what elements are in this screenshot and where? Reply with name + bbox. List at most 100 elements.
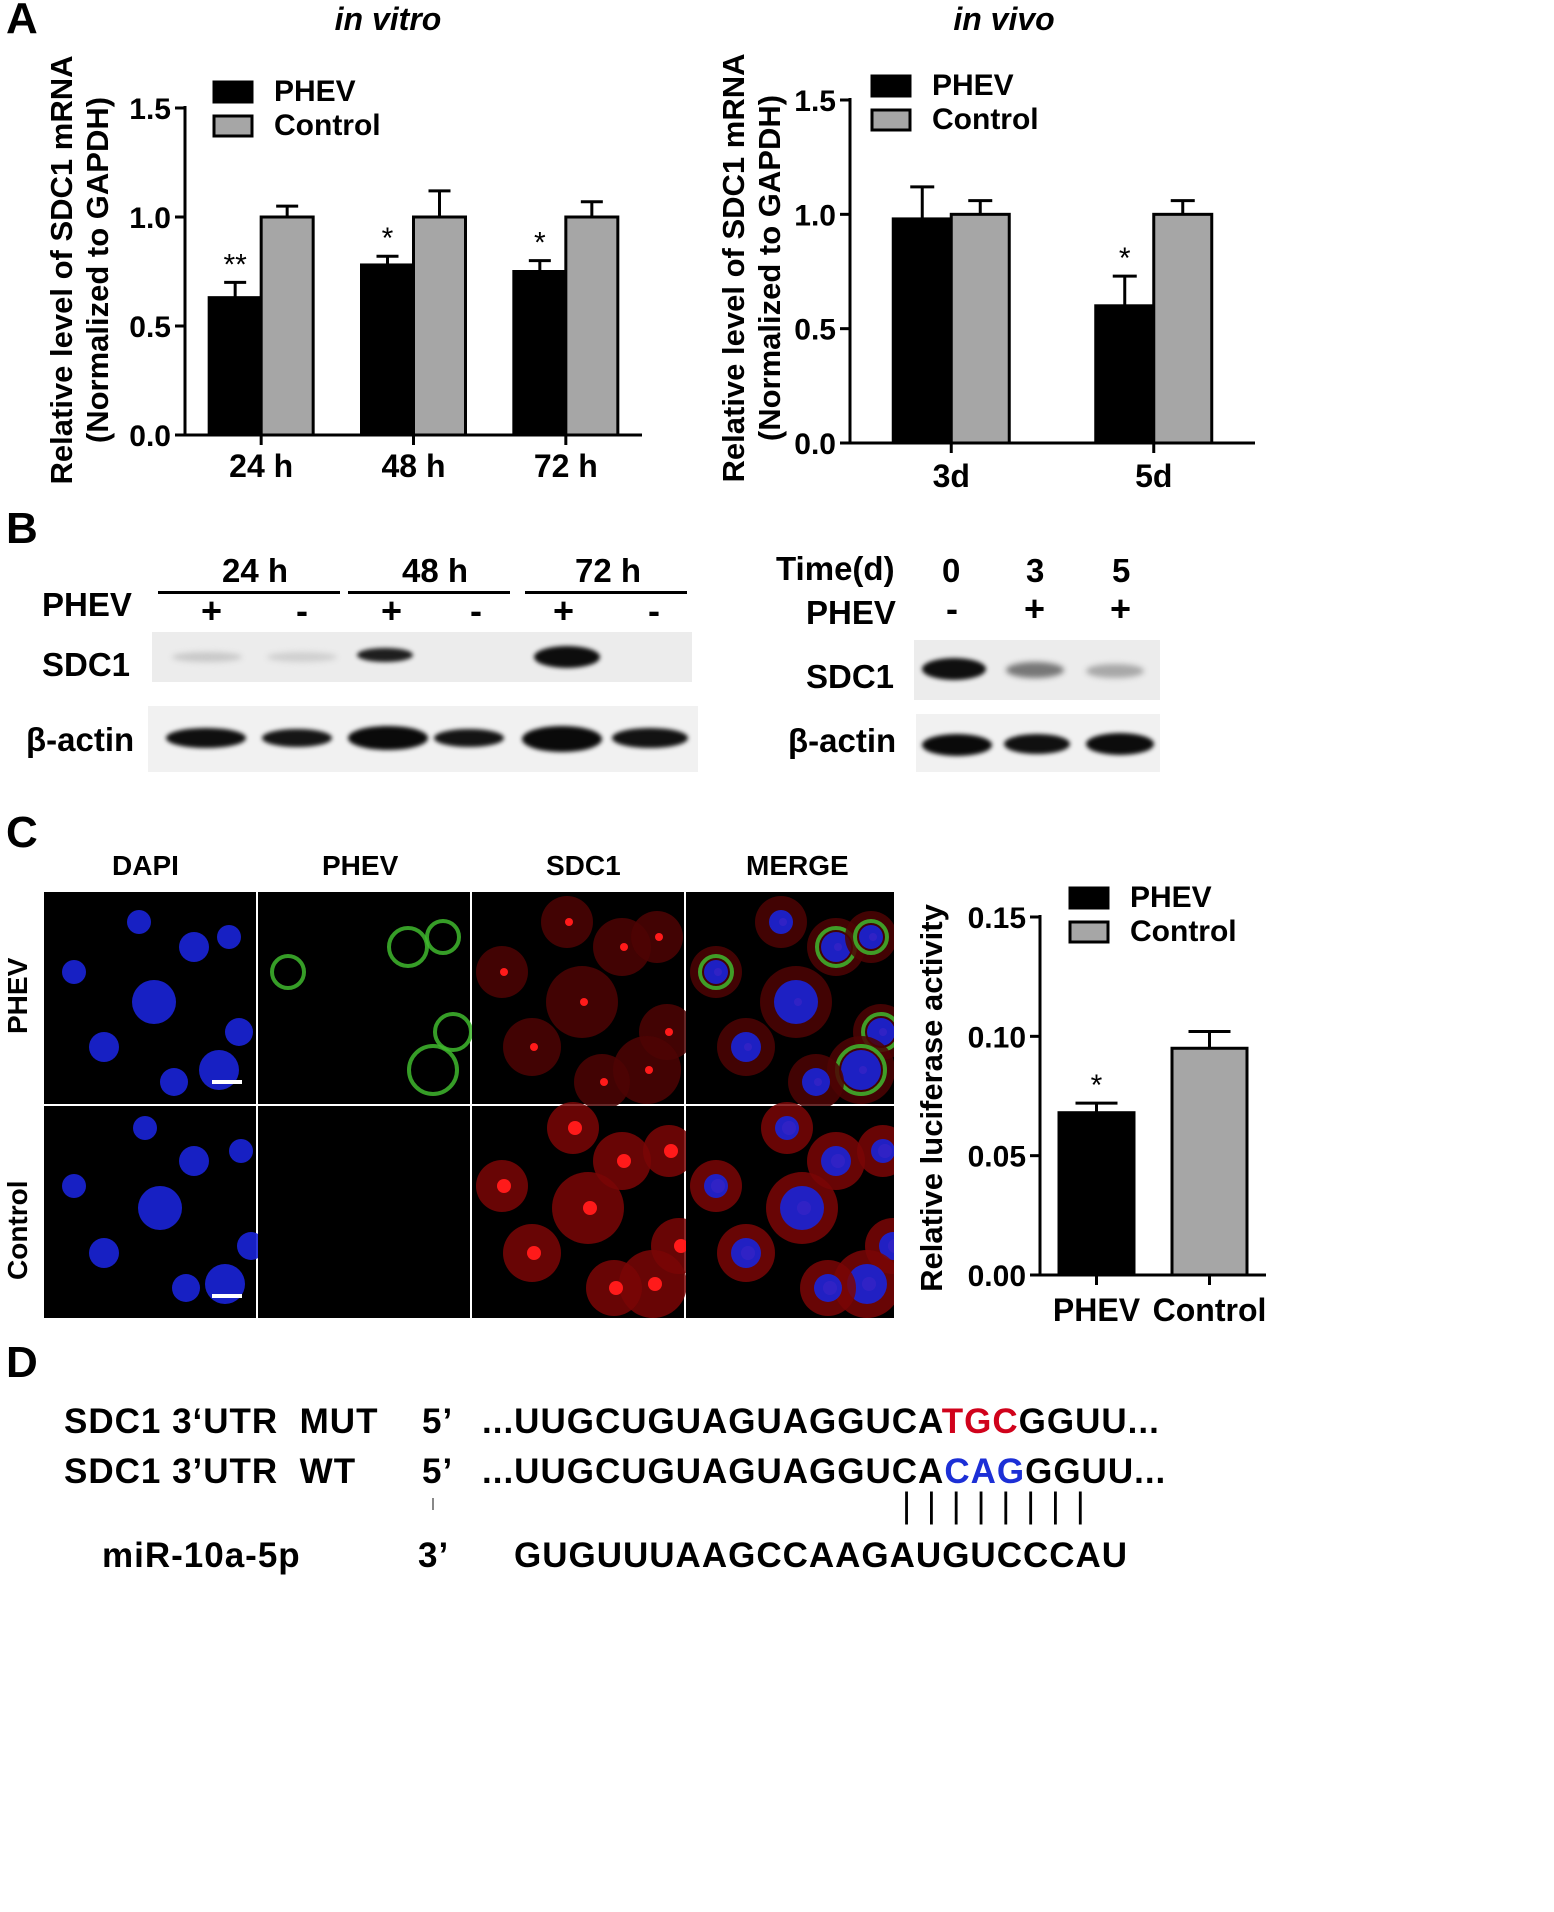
legend-label: Control bbox=[274, 109, 381, 142]
sdc1-signal bbox=[568, 1121, 582, 1135]
significance-label: * bbox=[534, 227, 546, 260]
y-tick-label: 0.05 bbox=[968, 1141, 1026, 1174]
sdc1-signal bbox=[674, 1239, 688, 1253]
x-tick-label: 3d bbox=[933, 458, 970, 494]
bar bbox=[412, 215, 467, 437]
sdc1-signal bbox=[645, 1066, 653, 1074]
y-axis-label: Relative level of SDC1 mRNA bbox=[44, 56, 79, 485]
bar bbox=[207, 296, 263, 437]
nucleus bbox=[160, 1068, 188, 1096]
blot-sign: - bbox=[296, 590, 308, 631]
blot-time-48h: 48 h bbox=[402, 552, 469, 589]
y-tick-label: 0.5 bbox=[129, 311, 171, 344]
sdc1-signal bbox=[530, 1043, 538, 1051]
legend-swatch bbox=[1068, 920, 1110, 944]
seq-pairing: | | | | | | | | bbox=[902, 1486, 1088, 1525]
nucleus bbox=[179, 932, 209, 962]
sdc1-signal bbox=[617, 1154, 631, 1168]
nucleus bbox=[229, 1139, 253, 1163]
legend-label: Control bbox=[932, 103, 1039, 136]
microscopy-images bbox=[44, 892, 894, 1318]
legend-swatch bbox=[870, 108, 912, 132]
phev-signal bbox=[698, 954, 734, 990]
y-tick-label: 0.0 bbox=[794, 428, 836, 461]
blot-day-5: 5 bbox=[1112, 552, 1131, 589]
bar bbox=[1152, 212, 1214, 445]
y-axis-label: (Normalized to GAPDH) bbox=[80, 97, 115, 443]
nucleus bbox=[133, 1116, 157, 1140]
sdc1-signal bbox=[664, 1144, 678, 1158]
blot-band-label-actin: β-actin bbox=[788, 722, 897, 759]
panel-label-d: D bbox=[6, 1338, 38, 1387]
chart-title: in vitro bbox=[335, 1, 442, 37]
chart-title: in vivo bbox=[953, 1, 1054, 37]
blot-sign: + bbox=[201, 590, 223, 631]
nucleus bbox=[775, 1116, 799, 1140]
nucleus bbox=[138, 1186, 182, 1230]
phev-signal bbox=[387, 926, 429, 968]
sdc1-blot-strip bbox=[152, 632, 692, 682]
blot-divider bbox=[525, 591, 687, 594]
y-tick-label: 0.00 bbox=[968, 1260, 1026, 1293]
blot-day-3: 3 bbox=[1026, 552, 1045, 589]
y-tick-label: 0.0 bbox=[129, 420, 171, 453]
micro-col-sdc1: SDC1 bbox=[546, 850, 621, 881]
nucleus bbox=[89, 1032, 119, 1062]
blot-divider bbox=[158, 591, 340, 594]
seq-mirna: GUGUUUAAGCCAAGAUGUCCCAU bbox=[514, 1536, 1129, 1575]
blot-sign: - bbox=[946, 588, 958, 629]
nucleus bbox=[879, 1232, 894, 1260]
phev-signal bbox=[270, 954, 306, 990]
nucleus bbox=[172, 1274, 200, 1302]
sdc1-signal bbox=[500, 968, 508, 976]
blot-row-label-phev: PHEV bbox=[806, 594, 896, 631]
bar bbox=[891, 217, 953, 445]
blot-row-label-phev: PHEV bbox=[42, 586, 132, 623]
nucleus bbox=[731, 1238, 761, 1268]
seq-wt: ...UUGCUGUAGUAGGUCACAGGGUU... bbox=[482, 1452, 1167, 1491]
sdc1-signal bbox=[600, 1078, 608, 1086]
sdc1-signal bbox=[620, 943, 628, 951]
sdc1-signal bbox=[565, 918, 573, 926]
nucleus bbox=[704, 960, 728, 984]
y-tick-label: 0.10 bbox=[968, 1021, 1026, 1054]
y-axis-label: Relative luciferase activity bbox=[914, 903, 949, 1291]
bar bbox=[360, 263, 415, 437]
bar bbox=[259, 215, 315, 437]
nucleus bbox=[769, 910, 793, 934]
x-tick-label: 72 h bbox=[534, 448, 598, 484]
blot-sign: + bbox=[553, 590, 575, 631]
blot-sign: + bbox=[1110, 588, 1132, 629]
sdc1-signal bbox=[497, 1179, 511, 1193]
phev-signal bbox=[425, 919, 461, 955]
significance-label: * bbox=[1119, 242, 1131, 275]
x-tick-label: 24 h bbox=[229, 448, 293, 484]
blot-divider bbox=[348, 591, 510, 594]
sdc1-signal bbox=[648, 1277, 662, 1291]
nucleus bbox=[217, 925, 241, 949]
y-tick-label: 1.0 bbox=[129, 202, 171, 235]
legend-label: PHEV bbox=[1130, 881, 1212, 914]
nucleus bbox=[841, 1050, 881, 1090]
blot-band-label-sdc1: SDC1 bbox=[42, 646, 131, 683]
nucleus bbox=[774, 980, 818, 1024]
panel-label-b: B bbox=[6, 504, 38, 553]
x-tick-label: Control bbox=[1153, 1292, 1267, 1328]
nucleus bbox=[859, 925, 883, 949]
micrograph-phev-phev bbox=[258, 892, 470, 1104]
bar bbox=[949, 212, 1011, 445]
nucleus bbox=[62, 1174, 86, 1198]
nucleus bbox=[62, 960, 86, 984]
nucleus bbox=[225, 1018, 253, 1046]
scale-bar bbox=[212, 1080, 242, 1084]
nucleus bbox=[821, 1146, 851, 1176]
seq-mut: ...UUGCUGUAGUAGGUCATGCGGUU... bbox=[482, 1402, 1160, 1441]
blot-time-72h: 72 h bbox=[575, 552, 642, 589]
phev-signal bbox=[407, 1044, 459, 1096]
nucleus bbox=[871, 1139, 894, 1163]
sdc1-signal bbox=[580, 998, 588, 1006]
chart-in-vitro: in vitro Relative level of SDC1 mRNA (Norm… bbox=[44, 1, 642, 485]
significance-label: ** bbox=[223, 248, 247, 281]
legend-swatch bbox=[212, 114, 254, 138]
significance-label: * bbox=[1091, 1069, 1103, 1102]
